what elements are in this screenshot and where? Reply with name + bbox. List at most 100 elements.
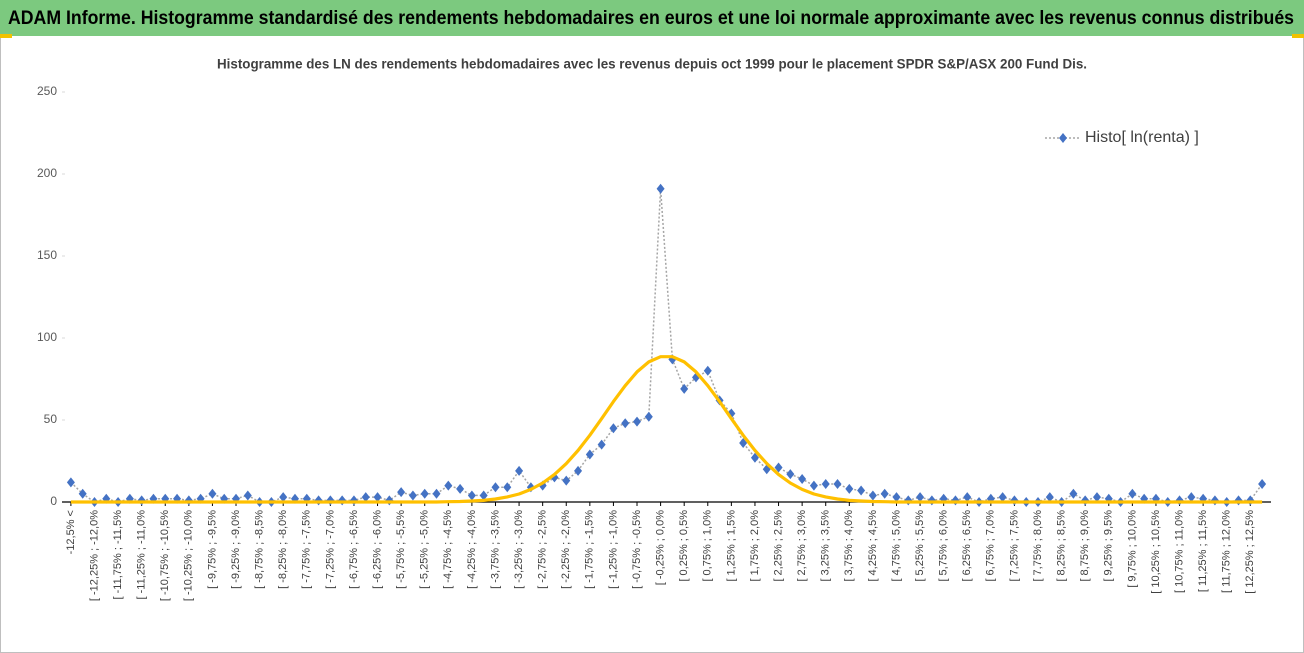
x-tick-label: [ 6,75% ; 7,0% xyxy=(985,510,997,582)
x-tick-label: [ 10,75% ; 11,0% xyxy=(1173,510,1185,593)
x-tick-label: [ 9,75% ; 10,0% xyxy=(1126,510,1138,588)
x-tick-label: [ -7,75% ; -7,5% xyxy=(301,510,313,589)
chart-title: Histogramme des LN des rendements hebdom… xyxy=(217,56,1087,72)
series-line xyxy=(70,355,1263,504)
title-bar xyxy=(0,0,1304,36)
data-point xyxy=(833,478,842,489)
x-tick-label: [ -2,25% ; -2,0% xyxy=(560,510,572,589)
x-tick-label: [ -9,75% ; -9,5% xyxy=(206,510,218,589)
data-point xyxy=(703,365,712,376)
data-point xyxy=(892,492,901,503)
data-point xyxy=(208,488,217,499)
x-tick-label: -12,5% < xyxy=(65,510,77,554)
data-point xyxy=(397,487,406,498)
data-point xyxy=(656,183,665,194)
x-tick-label: [ 5,25% ; 5,5% xyxy=(914,510,926,582)
x-tick-label: [ -10,25% ; -10,0% xyxy=(183,510,195,601)
x-tick-label: [ 11,75% ; 12,0% xyxy=(1221,510,1233,593)
x-tick-label: [ -8,75% ; -8,5% xyxy=(254,510,266,589)
data-point xyxy=(432,488,441,499)
x-tick-label: [ -11,25% ; -11,0% xyxy=(136,510,148,600)
data-point xyxy=(963,492,972,503)
data-point xyxy=(880,488,889,499)
data-point xyxy=(1045,492,1054,503)
data-point xyxy=(491,482,500,493)
y-tick-label: 0 xyxy=(50,494,57,508)
data-point xyxy=(644,411,653,422)
x-tick-label: [ -6,75% ; -6,5% xyxy=(348,510,360,589)
data-point xyxy=(444,480,453,491)
x-tick-label: [ -4,25% ; -4,0% xyxy=(466,510,478,589)
x-tick-label: [ -11,75% ; -11,5% xyxy=(112,510,124,600)
data-point xyxy=(809,480,818,491)
legend-marker xyxy=(1059,133,1067,143)
data-point xyxy=(845,483,854,494)
data-point xyxy=(621,418,630,429)
data-point xyxy=(774,462,783,473)
data-point xyxy=(408,490,417,501)
x-tick-label: [ 2,25% ; 2,5% xyxy=(772,510,784,582)
data-point xyxy=(467,490,476,501)
x-tick-label: [ -6,25% ; -6,0% xyxy=(371,510,383,589)
x-tick-label: [ 12,25% ; 12,5% xyxy=(1244,510,1256,594)
data-point xyxy=(373,492,382,503)
corner-mark xyxy=(1292,34,1304,38)
x-tick-label: [ 4,75% ; 5,0% xyxy=(890,510,902,582)
x-tick-label: [ -9,25% ; -9,0% xyxy=(230,510,242,589)
x-tick-label: [ -4,75% ; -4,5% xyxy=(442,510,454,589)
x-tick-label: [ -1,75% ; -1,5% xyxy=(584,510,596,589)
data-point xyxy=(479,490,488,501)
data-point xyxy=(574,465,583,476)
corner-mark xyxy=(0,34,12,38)
x-tick-label: [ 9,25% ; 9,5% xyxy=(1103,510,1115,582)
data-point xyxy=(562,475,571,486)
x-tick-label: [ -8,25% ; -8,0% xyxy=(277,510,289,589)
data-point xyxy=(609,423,618,434)
data-point xyxy=(456,483,465,494)
data-point xyxy=(279,492,288,503)
data-point xyxy=(515,465,524,476)
x-tick-label: [ 4,25% ; 4,5% xyxy=(867,510,879,582)
x-tick-label: [ 0,25% ; 0,5% xyxy=(678,510,690,582)
data-point xyxy=(1069,488,1078,499)
data-point xyxy=(1092,492,1101,503)
data-point xyxy=(998,492,1007,503)
x-tick-label: [ -7,25% ; -7,0% xyxy=(324,510,336,589)
x-tick-label: [ -0,25% ; 0,0% xyxy=(655,510,667,585)
x-tick-label: [ -5,75% ; -5,5% xyxy=(395,510,407,589)
x-tick-label: [ 6,25% ; 6,5% xyxy=(961,510,973,582)
y-tick-label: 50 xyxy=(44,412,58,426)
x-tick-label: [ 8,75% ; 9,0% xyxy=(1079,510,1091,582)
data-point xyxy=(786,469,795,480)
x-tick-label: [ -5,25% ; -5,0% xyxy=(419,510,431,589)
x-tick-label: [ 7,75% ; 8,0% xyxy=(1032,510,1044,582)
data-point xyxy=(1128,488,1137,499)
x-tick-label: [ 5,75% ; 6,0% xyxy=(938,510,950,582)
data-point xyxy=(361,492,370,503)
y-tick-label: 250 xyxy=(37,84,57,98)
x-tick-label: [ -3,25% ; -3,0% xyxy=(513,510,525,589)
data-point xyxy=(633,416,642,427)
data-point xyxy=(78,488,87,499)
data-point xyxy=(1187,492,1196,503)
x-tick-label: [ 1,75% ; 2,0% xyxy=(749,510,761,582)
legend-label: Histo[ ln(renta) ] xyxy=(1085,129,1199,146)
x-tick-label: [ 10,25% ; 10,5% xyxy=(1150,510,1162,594)
x-tick-label: [ 7,25% ; 7,5% xyxy=(1008,510,1020,582)
x-tick-label: [ -1,25% ; -1,0% xyxy=(607,510,619,589)
data-point xyxy=(597,439,606,450)
page-title: ADAM Informe. Histogramme standardisé de… xyxy=(8,8,1294,29)
data-point xyxy=(243,490,252,501)
data-point xyxy=(680,383,689,394)
x-tick-label: [ -0,75% ; -0,5% xyxy=(631,510,643,589)
x-tick-label: [ 3,25% ; 3,5% xyxy=(820,510,832,582)
data-point xyxy=(1258,478,1267,489)
data-point xyxy=(420,488,429,499)
x-tick-label: [ 3,75% ; 4,0% xyxy=(843,510,855,582)
data-point xyxy=(857,485,866,496)
y-tick-label: 200 xyxy=(37,166,57,180)
x-tick-label: [ 8,25% ; 8,5% xyxy=(1056,510,1068,582)
data-point xyxy=(798,474,807,485)
y-tick-label: 150 xyxy=(37,248,57,262)
